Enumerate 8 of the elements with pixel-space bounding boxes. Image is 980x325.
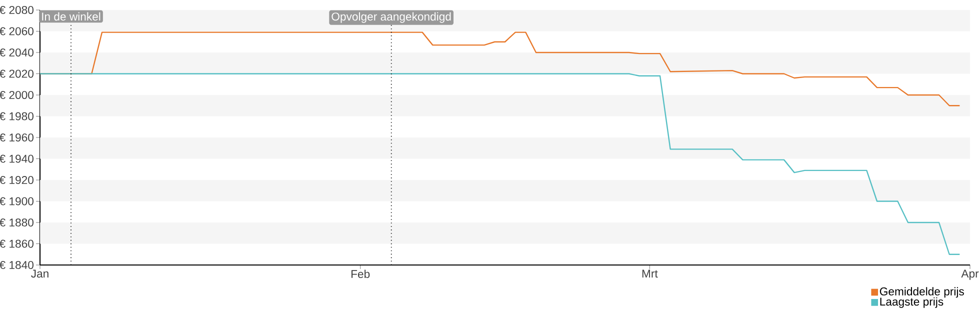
ref-line-label: In de winkel	[42, 12, 100, 21]
legend-label: Laagste prijs	[880, 297, 944, 308]
x-tick-label: Mrt	[642, 270, 658, 278]
legend-label: Gemiddelde prijs	[880, 287, 964, 298]
x-tick-label: Feb	[351, 270, 370, 278]
x-tick-label: Apr	[961, 270, 979, 280]
ref-line-label: Opvolger aangekondigd	[332, 12, 451, 23]
x-tick-label: Jan	[31, 270, 48, 278]
